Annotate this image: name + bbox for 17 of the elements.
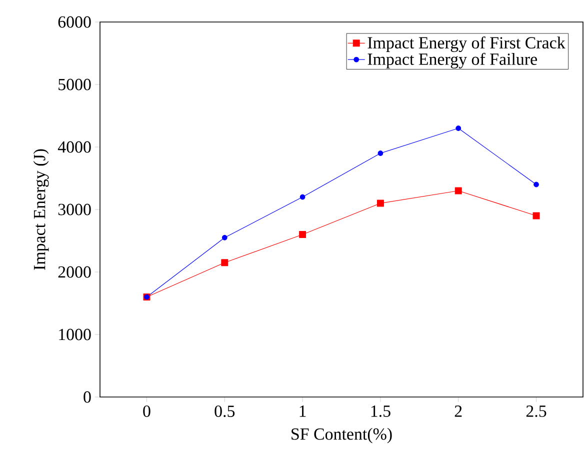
y-tick-label: 4000: [58, 141, 91, 153]
x-tick-label: 1.5: [371, 406, 390, 417]
legend-label: Impact Energy of First Crack: [368, 36, 566, 52]
x-tick-label: 2: [454, 406, 462, 417]
y-tick-label: 0: [84, 391, 91, 403]
y-axis-title: Impact Energy (J): [33, 149, 49, 270]
x-tick-label: 2.5: [526, 406, 546, 417]
x-tick-label: 0: [143, 406, 150, 417]
legend-label: Impact Energy of Failure: [368, 52, 537, 68]
y-tick-label: 5000: [58, 78, 91, 90]
x-tick-label: 1: [300, 406, 306, 417]
y-tick-label: 6000: [58, 16, 91, 28]
x-tick-label: 0.5: [214, 406, 235, 418]
x-axis-title: SF Content(%): [292, 428, 392, 444]
y-tick-label: 3000: [58, 204, 91, 216]
y-tick-label: 1000: [59, 328, 91, 340]
y-tick-label: 2000: [58, 266, 91, 278]
